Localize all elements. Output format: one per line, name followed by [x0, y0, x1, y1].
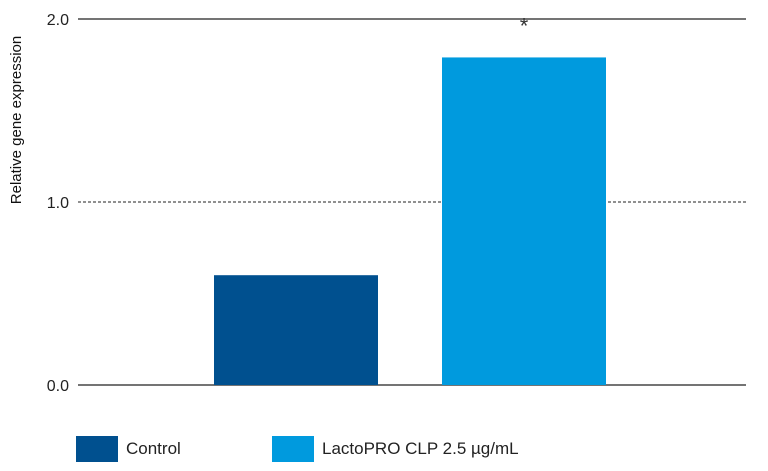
- significance-marker: *: [520, 13, 529, 38]
- legend-swatch-control: [76, 436, 118, 462]
- bar-control: [214, 275, 378, 385]
- y-tick-label: 1.0: [47, 195, 69, 212]
- bar-chart: 0.0 1.0 2.0 * Relative gene expression: [8, 12, 746, 395]
- annotations: *: [520, 13, 529, 38]
- legend-item-lactopro: LactoPRO CLP 2.5 µg/mL: [272, 436, 519, 462]
- bar-lactopro: [442, 57, 606, 386]
- y-tick-label: 0.0: [47, 378, 69, 395]
- legend-label-control: Control: [126, 439, 181, 458]
- y-axis-ticks: 0.0 1.0 2.0: [47, 12, 69, 395]
- y-tick-label: 2.0: [47, 12, 69, 29]
- legend: Control LactoPRO CLP 2.5 µg/mL: [0, 436, 768, 464]
- y-axis-title: Relative gene expression: [8, 36, 25, 204]
- legend-swatch-lactopro: [272, 436, 314, 462]
- legend-label-lactopro: LactoPRO CLP 2.5 µg/mL: [322, 439, 519, 458]
- legend-item-control: Control: [76, 436, 181, 462]
- gridlines: [78, 18, 746, 386]
- bars: [214, 57, 606, 386]
